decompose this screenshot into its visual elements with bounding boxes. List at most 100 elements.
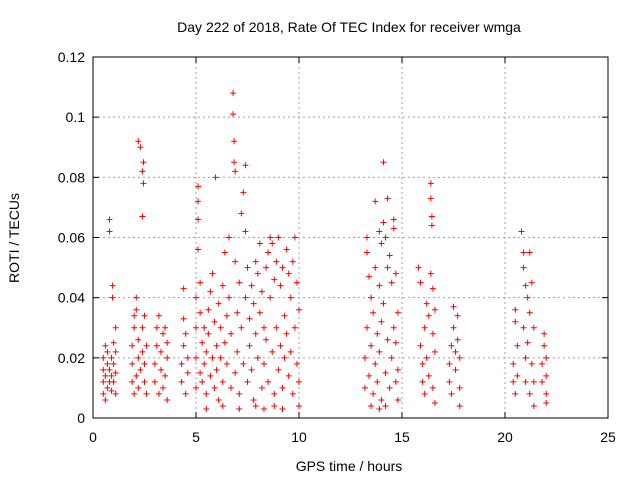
data-point	[240, 360, 247, 367]
data-point	[372, 198, 379, 205]
data-point	[193, 324, 199, 331]
data-point	[431, 399, 438, 406]
data-point	[109, 294, 116, 301]
data-point	[248, 282, 255, 289]
data-point	[392, 339, 399, 346]
data-point	[265, 249, 272, 256]
data-point	[374, 330, 381, 337]
data-point	[265, 378, 272, 385]
x-tick-label: 20	[497, 429, 513, 445]
data-point	[380, 159, 387, 166]
data-point	[522, 378, 529, 385]
data-point	[421, 324, 428, 331]
data-point	[446, 360, 453, 367]
data-point	[244, 378, 251, 385]
x-axis-title: GPS time / hours	[296, 458, 403, 474]
data-point	[271, 390, 278, 397]
data-point	[112, 324, 119, 331]
data-point	[510, 378, 517, 385]
data-point	[380, 219, 387, 226]
data-point	[137, 366, 144, 373]
data-point	[370, 390, 377, 397]
data-point	[522, 354, 529, 361]
data-point	[244, 264, 251, 271]
data-point	[193, 384, 199, 391]
grid-lines	[93, 57, 608, 418]
y-tick-label: 0.02	[58, 350, 85, 366]
data-point	[221, 339, 228, 346]
data-point	[279, 384, 286, 391]
data-point	[112, 390, 119, 397]
data-point	[160, 384, 167, 391]
data-point	[269, 348, 276, 355]
data-point	[197, 309, 204, 316]
x-tick-label: 25	[600, 429, 616, 445]
data-point	[446, 378, 453, 385]
data-point	[256, 240, 263, 247]
data-point	[230, 111, 237, 118]
data-point	[207, 288, 214, 295]
data-point	[217, 324, 224, 331]
data-point	[452, 366, 459, 373]
data-point	[423, 354, 430, 361]
data-point	[162, 372, 169, 379]
data-point	[112, 348, 119, 355]
data-point	[203, 390, 210, 397]
data-point	[368, 294, 375, 301]
data-point	[267, 234, 274, 241]
data-point	[104, 348, 111, 355]
data-point	[231, 138, 238, 145]
data-point	[361, 384, 368, 391]
data-point	[160, 330, 167, 337]
data-point	[102, 396, 109, 403]
data-point	[541, 330, 548, 337]
data-point	[201, 324, 208, 331]
data-point	[260, 405, 267, 412]
data-point	[203, 348, 210, 355]
data-point	[293, 279, 300, 286]
data-point	[528, 360, 535, 367]
y-tick-label: 0	[77, 410, 85, 426]
data-point	[273, 258, 280, 265]
data-point	[384, 336, 391, 343]
data-point	[363, 324, 370, 331]
data-point	[238, 210, 245, 217]
data-point	[209, 354, 216, 361]
y-axis-title: ROTI / TECUs	[6, 193, 22, 283]
data-point	[153, 324, 160, 331]
data-point	[510, 360, 517, 367]
data-point	[135, 354, 142, 361]
data-point	[366, 273, 373, 280]
data-point	[205, 330, 212, 337]
data-point	[110, 378, 117, 385]
data-point	[415, 264, 422, 271]
data-point	[376, 228, 383, 235]
data-point	[102, 372, 109, 379]
data-point	[246, 342, 253, 349]
data-point	[211, 318, 218, 325]
data-point	[450, 324, 457, 331]
data-point	[252, 330, 259, 337]
data-point	[112, 369, 119, 376]
data-point	[108, 387, 115, 394]
data-point	[524, 339, 531, 346]
data-point	[394, 396, 401, 403]
data-point	[370, 309, 377, 316]
data-point	[423, 300, 430, 307]
data-point	[384, 195, 391, 202]
data-point	[182, 390, 189, 397]
data-point	[427, 180, 434, 187]
data-point	[285, 372, 292, 379]
data-point	[212, 174, 219, 181]
data-point	[392, 378, 399, 385]
x-tick-labels: 0 5 10 15 20 25	[89, 429, 616, 445]
data-point	[217, 354, 224, 361]
data-point	[512, 318, 519, 325]
data-point	[215, 396, 222, 403]
data-point	[524, 294, 531, 301]
data-point	[520, 249, 527, 256]
data-point	[197, 279, 204, 286]
data-point	[363, 234, 370, 241]
data-point	[100, 378, 107, 385]
data-point	[281, 312, 288, 319]
